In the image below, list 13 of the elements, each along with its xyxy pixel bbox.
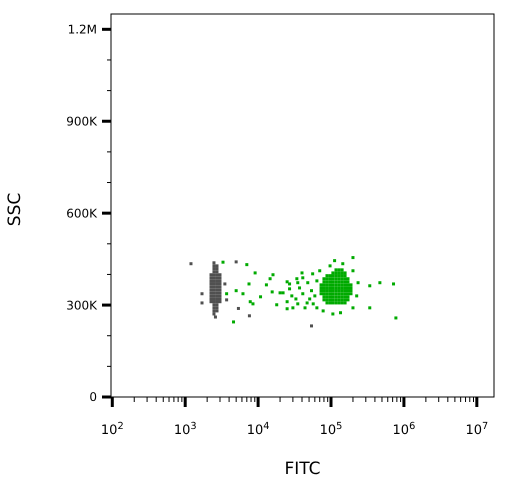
y-tick-label: 600K — [66, 206, 98, 220]
x-tick-label: 10$^{5}$ — [320, 420, 342, 438]
x-tick-label: 10$^{7}$ — [465, 420, 488, 438]
y-tick-label: 900K — [66, 114, 98, 128]
x-tick-label: 10$^{2}$ — [100, 420, 124, 438]
x-tick-label: 10$^{4}$ — [246, 420, 270, 438]
y-tick-label: 300K — [66, 298, 98, 312]
x-tick-label: 10$^{3}$ — [174, 420, 197, 438]
y-tick-label: 1.2M — [68, 22, 97, 37]
y-axis-title: SSC — [5, 192, 25, 226]
x-axis-title: FITC — [284, 459, 321, 479]
x-tick-label: 10$^{6}$ — [392, 420, 416, 438]
y-tick-label: 0 — [89, 390, 97, 404]
